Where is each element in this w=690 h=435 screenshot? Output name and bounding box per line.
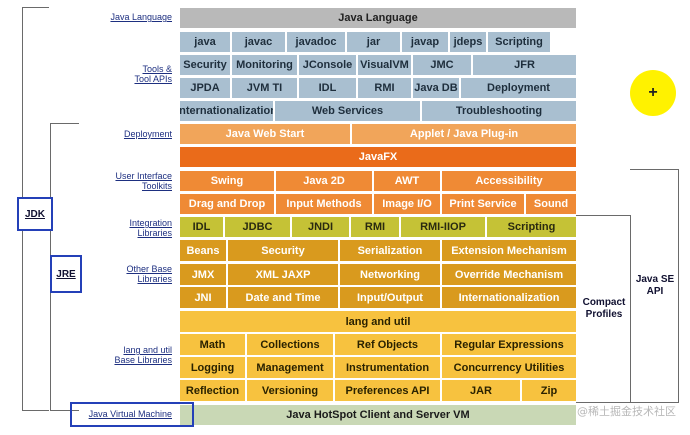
component-javac: javac — [231, 31, 286, 53]
component-jmx: JMX — [179, 263, 227, 286]
component-sound: Sound — [525, 193, 577, 215]
component-java-web-start: Java Web Start — [179, 123, 351, 145]
component-jvm-ti: JVM TI — [231, 77, 298, 99]
java-se-api-text: Java SE API — [635, 274, 675, 297]
component-javap: javap — [401, 31, 449, 53]
component-javafx: JavaFX — [179, 146, 577, 168]
row-label-deployment: Deployment — [123, 129, 172, 139]
component-java-db: Java DB — [412, 77, 460, 99]
row-label-java-virtual-machine: Java Virtual Machine — [88, 409, 172, 419]
plus-button[interactable]: + — [630, 70, 676, 116]
component-java: java — [179, 31, 231, 53]
watermark: @稀土掘金技术社区 — [577, 405, 676, 418]
component-security: Security — [179, 54, 231, 76]
component-serialization: Serialization — [339, 239, 441, 262]
component-swing: Swing — [179, 170, 275, 192]
component-input-output: Input/Output — [339, 286, 441, 309]
component-ref-objects: Ref Objects — [334, 333, 441, 356]
component-collections: Collections — [246, 333, 334, 356]
component-preferences-api: Preferences API — [334, 379, 441, 402]
component-reflection: Reflection — [179, 379, 246, 402]
component-java-hotspot-client-and-server-vm: Java HotSpot Client and Server VM — [179, 404, 577, 426]
component-drag-and-drop: Drag and Drop — [179, 193, 275, 215]
component-awt: AWT — [373, 170, 441, 192]
component-javadoc: javadoc — [286, 31, 346, 53]
component-management: Management — [246, 356, 334, 379]
component-jconsole: JConsole — [298, 54, 357, 76]
component-zip: Zip — [521, 379, 577, 402]
component-input-methods: Input Methods — [275, 193, 373, 215]
component-extension-mechanism: Extension Mechanism — [441, 239, 577, 262]
java-se-api-label: Java SE API — [632, 274, 678, 298]
component-troubleshooting: Troubleshooting — [421, 100, 577, 122]
component-jmc: JMC — [412, 54, 472, 76]
component-override-mechanism: Override Mechanism — [441, 263, 577, 286]
component-print-service: Print Service — [441, 193, 525, 215]
component-jni: JNI — [179, 286, 227, 309]
component-lang-and-util: lang and util — [179, 310, 577, 333]
row-label-tools-tool-apis: Tools & Tool APIs — [134, 64, 172, 84]
component-image-i-o: Image I/O — [373, 193, 441, 215]
component-monitoring: Monitoring — [231, 54, 298, 76]
component-scripting: Scripting — [486, 216, 577, 238]
component-internationalization: Internationalization — [179, 100, 274, 122]
component-jar: jar — [346, 31, 401, 53]
component-applet-java-plug-in: Applet / Java Plug-in — [351, 123, 577, 145]
component-rmi: RMI — [350, 216, 400, 238]
component-rmi: RMI — [357, 77, 412, 99]
row-label-lang-and-util-base-libraries: lang and util Base Libraries — [114, 345, 172, 365]
jre-label[interactable]: JRE — [50, 255, 82, 293]
component-deployment: Deployment — [460, 77, 577, 99]
component-idl: IDL — [298, 77, 357, 99]
row-label-integration-libraries: Integration Libraries — [129, 218, 172, 238]
component-xml-jaxp: XML JAXP — [227, 263, 339, 286]
component-jar: JAR — [441, 379, 521, 402]
compact-profiles-text: Compact Profiles — [582, 297, 626, 320]
component-web-services: Web Services — [274, 100, 421, 122]
component-instrumentation: Instrumentation — [334, 356, 441, 379]
row-label-user-interface-toolkits: User Interface Toolkits — [115, 171, 172, 191]
component-logging: Logging — [179, 356, 246, 379]
component-beans: Beans — [179, 239, 227, 262]
component-accessibility: Accessibility — [441, 170, 577, 192]
component-rmi-iiop: RMI-IIOP — [400, 216, 486, 238]
component-versioning: Versioning — [246, 379, 334, 402]
row-label-java-language: Java Language — [110, 12, 172, 22]
component-concurrency-utilities: Concurrency Utilities — [441, 356, 577, 379]
jdk-label[interactable]: JDK — [17, 197, 53, 231]
compact-profiles-label: Compact Profiles — [578, 297, 630, 321]
component-date-and-time: Date and Time — [227, 286, 339, 309]
component-java-language: Java Language — [179, 7, 577, 29]
component-idl: IDL — [179, 216, 224, 238]
java-se-api-bracket — [630, 169, 679, 403]
component-jdeps: jdeps — [449, 31, 487, 53]
component-jfr: JFR — [472, 54, 577, 76]
component-regular-expressions: Regular Expressions — [441, 333, 577, 356]
row-label-other-base-libraries: Other Base Libraries — [126, 264, 172, 284]
component-scripting: Scripting — [487, 31, 551, 53]
component-math: Math — [179, 333, 246, 356]
component-jpda: JPDA — [179, 77, 231, 99]
jvm-label-box — [70, 402, 194, 427]
component-jndi: JNDI — [291, 216, 350, 238]
component-security: Security — [227, 239, 339, 262]
component-java-2d: Java 2D — [275, 170, 373, 192]
component-visualvm: VisualVM — [357, 54, 412, 76]
compact-profiles-bracket — [576, 215, 631, 403]
component-internationalization: Internationalization — [441, 286, 577, 309]
component-jdbc: JDBC — [224, 216, 291, 238]
component-networking: Networking — [339, 263, 441, 286]
